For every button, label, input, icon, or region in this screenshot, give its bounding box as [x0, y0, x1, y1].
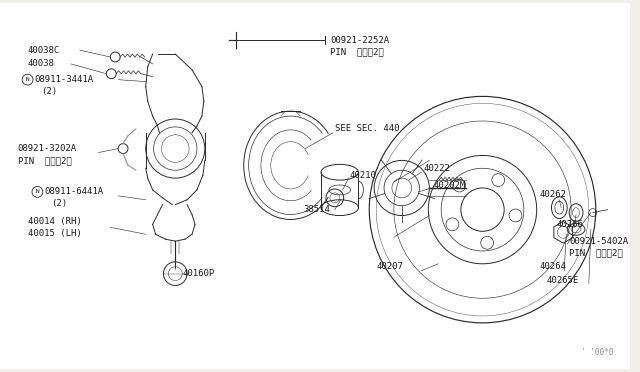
Text: 40264: 40264: [540, 262, 566, 271]
Text: 40265E: 40265E: [547, 276, 579, 285]
Text: 40262: 40262: [540, 190, 566, 199]
Text: (2): (2): [51, 199, 67, 208]
Text: PIN  ピン（2）: PIN ピン（2）: [569, 248, 623, 257]
Text: 38514: 38514: [303, 205, 330, 214]
Text: 40038C: 40038C: [28, 46, 60, 55]
Text: 40266: 40266: [556, 220, 583, 229]
Text: 40202M: 40202M: [433, 180, 465, 189]
Text: 40038: 40038: [28, 60, 54, 68]
Text: 40014 (RH): 40014 (RH): [28, 217, 81, 226]
Text: 40210: 40210: [349, 171, 376, 180]
Text: PIN  ピン（2）: PIN ピン（2）: [18, 156, 72, 165]
Text: PIN  ピン（2）: PIN ピン（2）: [330, 48, 383, 57]
Text: 08911-6441A: 08911-6441A: [44, 187, 104, 196]
Text: 40015 (LH): 40015 (LH): [28, 229, 81, 238]
Text: SEE SEC. 440: SEE SEC. 440: [335, 124, 399, 134]
Text: 00921-5402A: 00921-5402A: [569, 237, 628, 246]
Text: (2): (2): [42, 87, 58, 96]
Text: ' '00*0: ' '00*0: [581, 348, 613, 357]
Text: 40160P: 40160P: [182, 269, 214, 278]
Text: 08911-3441A: 08911-3441A: [35, 75, 93, 84]
Text: N: N: [26, 77, 29, 82]
Text: 00921-2252A: 00921-2252A: [330, 36, 389, 45]
Text: N: N: [36, 189, 39, 195]
Text: 40222: 40222: [424, 164, 451, 173]
Text: 08921-3202A: 08921-3202A: [18, 144, 77, 153]
Text: 40207: 40207: [376, 262, 403, 271]
